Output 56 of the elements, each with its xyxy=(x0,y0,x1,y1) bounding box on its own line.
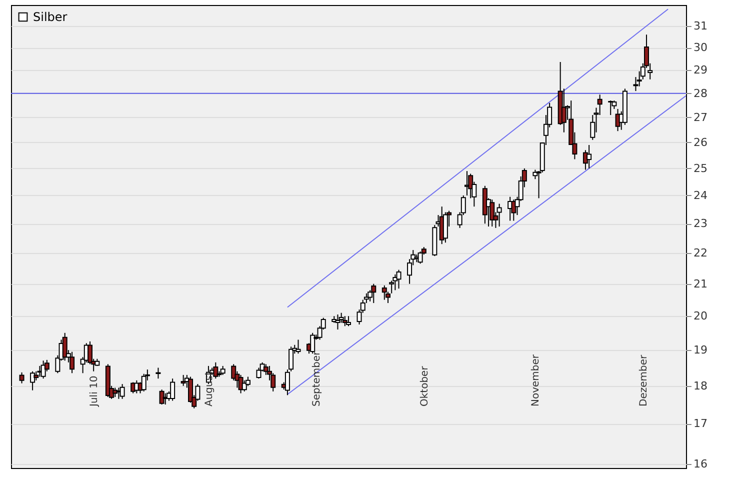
y-tick-label: 21 xyxy=(694,277,708,290)
candlestick xyxy=(636,70,642,87)
candlestick xyxy=(70,351,75,374)
candlestick xyxy=(586,144,592,169)
candlestick xyxy=(511,199,516,222)
x-tick-label: Oktober xyxy=(419,365,430,406)
candlestick xyxy=(116,387,122,400)
candlestick xyxy=(382,284,387,300)
candlestick xyxy=(335,314,340,330)
candlestick xyxy=(490,199,495,227)
x-tick-label: September xyxy=(312,350,323,406)
y-tick-label: 30 xyxy=(694,41,708,54)
y-tick-label: 31 xyxy=(694,20,708,33)
candlestick xyxy=(597,94,602,116)
y-tick-label: 22 xyxy=(694,246,708,260)
candlestick xyxy=(296,339,301,354)
candlestick xyxy=(561,88,566,133)
candlestick xyxy=(180,374,186,386)
candlestick xyxy=(156,367,161,380)
x-tick-label: Dezember xyxy=(638,354,650,406)
y-tick-label: 28 xyxy=(694,86,708,100)
legend-label: Silber xyxy=(33,10,68,24)
candlestick xyxy=(159,389,164,406)
candlestick xyxy=(112,387,118,398)
x-tick-label: November xyxy=(530,354,542,406)
candlestick xyxy=(141,373,146,392)
y-tick-label: 17 xyxy=(694,417,708,430)
candlestick xyxy=(40,360,46,380)
y-tick-label: 25 xyxy=(694,162,708,175)
candlestick xyxy=(496,203,502,227)
candlestick xyxy=(30,370,36,391)
y-tick-label: 27 xyxy=(694,110,708,124)
candlestick xyxy=(418,251,423,264)
candlestick xyxy=(19,372,24,384)
candlestick xyxy=(396,269,402,290)
x-tick-label: August xyxy=(204,371,215,406)
y-tick-label: 18 xyxy=(694,379,708,392)
candlestick xyxy=(242,380,247,392)
candlestick xyxy=(608,100,614,116)
candlestick xyxy=(170,378,176,402)
y-tick-label: 29 xyxy=(694,64,708,77)
candlestick xyxy=(346,316,351,327)
candlestick xyxy=(342,316,348,327)
y-tick-label: 20 xyxy=(694,310,708,323)
x-tick-label: Juli 10 xyxy=(89,376,100,408)
candlestick xyxy=(120,384,125,400)
candlestick xyxy=(288,346,294,372)
y-tick-label: 26 xyxy=(694,136,708,149)
candlestick xyxy=(371,283,376,304)
candlestick xyxy=(284,369,290,396)
candlestick xyxy=(62,332,68,362)
y-tick-label: 16 xyxy=(694,457,708,470)
y-tick-label: 24 xyxy=(694,188,708,202)
y-tick-label: 19 xyxy=(694,344,708,357)
y-tick-label: 23 xyxy=(694,217,708,230)
candlestick xyxy=(213,362,218,380)
